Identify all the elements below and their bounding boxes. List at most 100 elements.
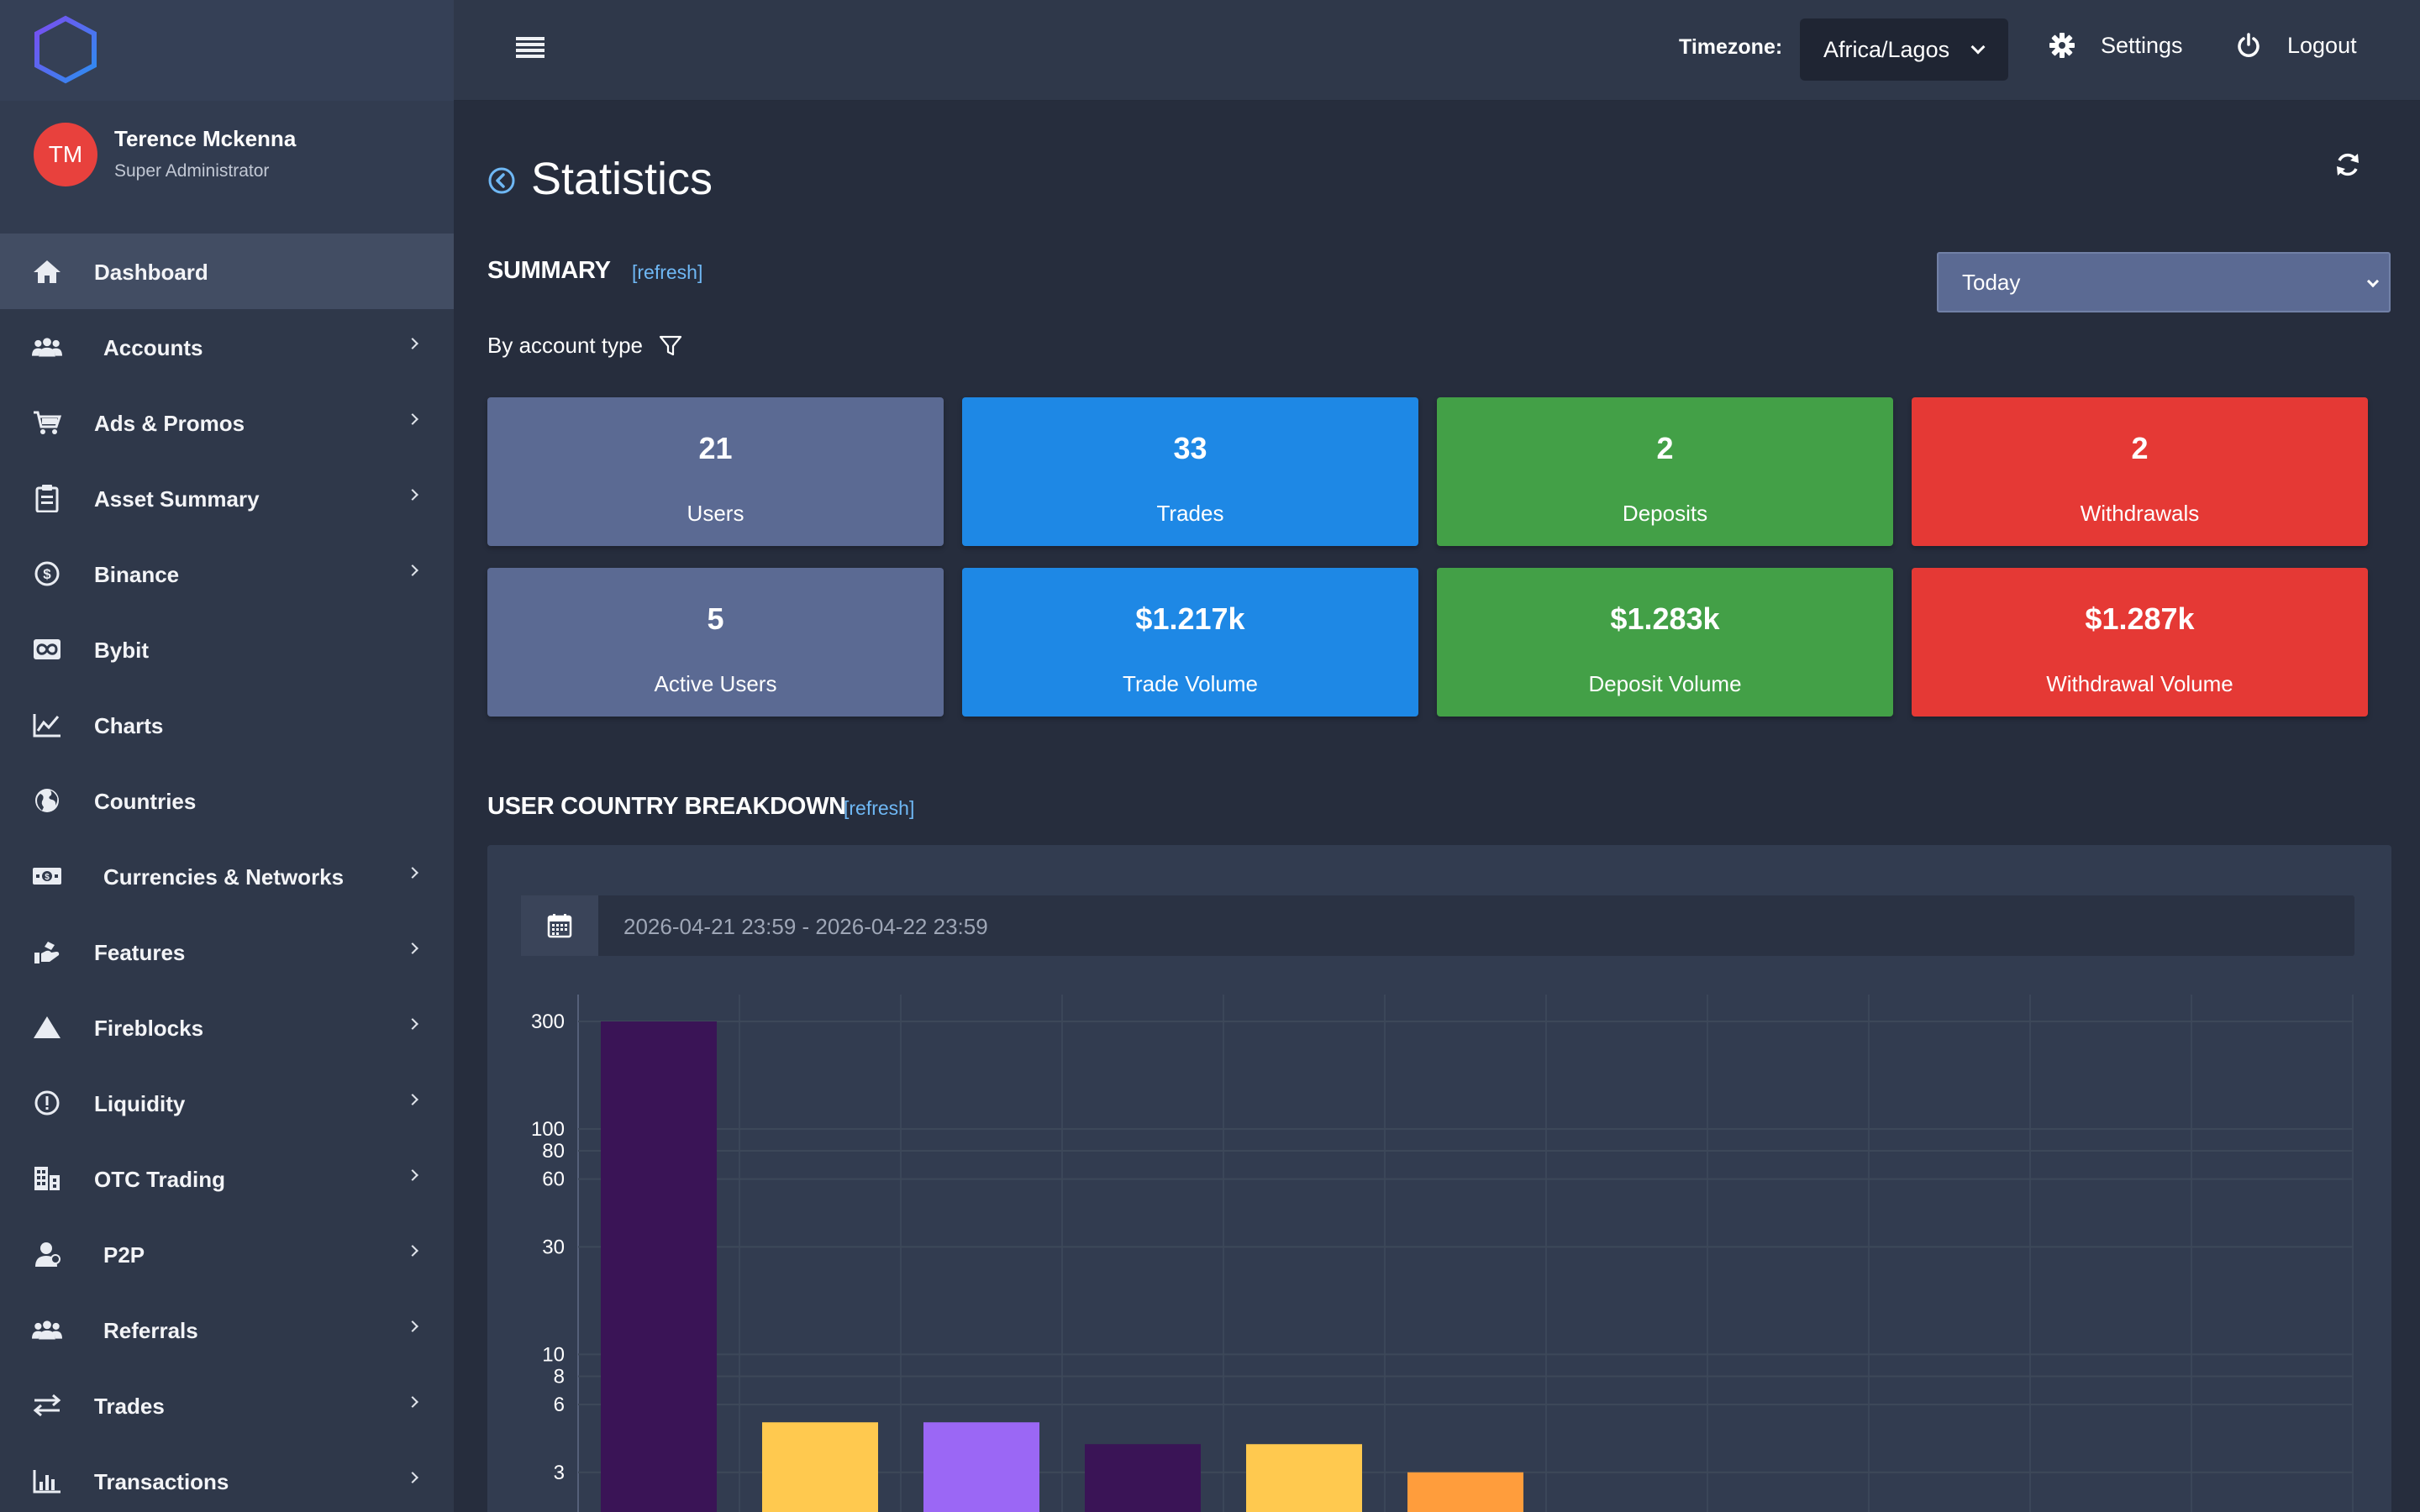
- sidebar-item-label: Liquidity: [94, 1091, 186, 1116]
- stat-card-trades[interactable]: 33 Trades: [962, 397, 1418, 546]
- cart-icon: [32, 409, 62, 436]
- summary-refresh-link[interactable]: [refresh]: [632, 261, 703, 283]
- stat-value: 2: [2131, 431, 2149, 465]
- sidebar-item-label: Bybit: [94, 638, 149, 663]
- clipboard-icon: [32, 485, 62, 512]
- page-title: Statistics: [531, 154, 713, 204]
- date-range-select[interactable]: Today: [1937, 252, 2391, 312]
- chevron-right-icon: [407, 867, 418, 879]
- triangle-icon: [32, 1014, 62, 1041]
- account-type-filter[interactable]: By account type: [487, 333, 683, 359]
- user-panel: TM Terence Mckenna Super Administrator: [0, 101, 454, 234]
- calendar-icon: [547, 914, 572, 938]
- sidebar-item-fireblocks[interactable]: Fireblocks: [0, 990, 454, 1065]
- y-tick-label: 8: [554, 1365, 565, 1388]
- y-tick-label: 60: [542, 1168, 565, 1191]
- sidebar-item-liquidity[interactable]: Liquidity: [0, 1065, 454, 1141]
- stat-value: $1.217k: [1135, 601, 1245, 636]
- filter-label: By account type: [487, 333, 643, 358]
- stat-card-deposit-volume[interactable]: $1.283k Deposit Volume: [1437, 568, 1893, 717]
- date-range-picker[interactable]: 2026-04-21 23:59 - 2026-04-22 23:59: [521, 895, 2354, 956]
- sidebar-item-label: Trades: [94, 1394, 165, 1419]
- svg-text:$: $: [45, 873, 50, 882]
- hand-icon: [32, 938, 62, 965]
- sidebar-nav: Dashboard Accounts Ads & Promos Asset Summa…: [0, 234, 454, 1512]
- timezone-select[interactable]: Africa/Lagos: [1800, 18, 2008, 81]
- sidebar-item-label: Fireblocks: [94, 1016, 204, 1041]
- swap-icon: [32, 1392, 62, 1419]
- stat-label: Users: [687, 501, 744, 526]
- sidebar-item-features[interactable]: Features: [0, 914, 454, 990]
- sidebar-item-label: OTC Trading: [94, 1167, 225, 1192]
- chevron-right-icon: [407, 1018, 418, 1030]
- users-icon: [32, 333, 62, 360]
- stat-card-active-users[interactable]: 5 Active Users: [487, 568, 944, 717]
- y-tick-label: 100: [531, 1118, 565, 1141]
- filter-icon: [659, 335, 682, 355]
- stat-value: $1.283k: [1610, 601, 1720, 636]
- y-tick-label: 6: [554, 1394, 565, 1416]
- sidebar-item-label: Ads & Promos: [94, 411, 245, 436]
- user-role: Super Administrator: [114, 161, 270, 181]
- hamburger-menu-icon[interactable]: [516, 37, 544, 62]
- sidebar-item-referrals[interactable]: Referrals: [0, 1292, 454, 1368]
- sidebar-item-charts[interactable]: Charts: [0, 687, 454, 763]
- bar: [923, 1422, 1039, 1512]
- power-icon: [2238, 33, 2260, 57]
- summary-title: SUMMARY: [487, 257, 611, 284]
- sidebar-item-label: Charts: [94, 713, 164, 738]
- sidebar-item-trades[interactable]: Trades: [0, 1368, 454, 1443]
- line-chart-icon: [32, 711, 62, 738]
- back-circle-icon[interactable]: [487, 166, 516, 195]
- stat-label: Deposits: [1622, 501, 1708, 526]
- y-tick-label: 30: [542, 1236, 565, 1258]
- stat-label: Withdrawals: [2080, 501, 2200, 526]
- timezone-label: Timezone:: [1679, 35, 1783, 59]
- hexagon-logo[interactable]: [32, 15, 99, 84]
- settings-button[interactable]: Settings: [2049, 32, 2183, 59]
- sidebar-item-label: Features: [94, 940, 186, 965]
- country-refresh-link[interactable]: [refresh]: [844, 797, 915, 819]
- chevron-right-icon: [407, 1245, 418, 1257]
- chevron-right-icon: [407, 413, 418, 425]
- stat-card-withdrawal-volume[interactable]: $1.287k Withdrawal Volume: [1912, 568, 2368, 717]
- chevron-down-icon: [2366, 275, 2380, 288]
- logout-label: Logout: [2287, 32, 2357, 58]
- sidebar-item-otc-trading[interactable]: OTC Trading: [0, 1141, 454, 1216]
- sidebar-item-ads-promos[interactable]: Ads & Promos: [0, 385, 454, 460]
- sidebar-logo-area: [0, 0, 454, 101]
- sidebar-item-accounts[interactable]: Accounts: [0, 309, 454, 385]
- avatar[interactable]: TM: [34, 123, 97, 186]
- gear-icon: [2049, 33, 2075, 58]
- stat-card-trade-volume[interactable]: $1.217k Trade Volume: [962, 568, 1418, 717]
- stat-label: Deposit Volume: [1588, 671, 1742, 696]
- refresh-icon[interactable]: [2333, 150, 2363, 180]
- stat-value: $1.287k: [2085, 601, 2195, 636]
- sidebar-item-label: Currencies & Networks: [103, 864, 345, 890]
- main-content: Statistics SUMMARY [refresh] Today By ac…: [454, 101, 2420, 1512]
- sidebar-item-label: Binance: [94, 562, 180, 587]
- y-tick-label: 300: [531, 1011, 565, 1033]
- sidebar-item-bybit[interactable]: Bybit: [0, 612, 454, 687]
- sidebar-item-asset-summary[interactable]: Asset Summary: [0, 460, 454, 536]
- stat-label: Withdrawal Volume: [2046, 671, 2233, 696]
- stat-card-users[interactable]: 21 Users: [487, 397, 944, 546]
- sidebar-item-countries[interactable]: Countries: [0, 763, 454, 838]
- chevron-right-icon: [407, 1169, 418, 1181]
- bar: [1246, 1444, 1362, 1512]
- stat-card-deposits[interactable]: 2 Deposits: [1437, 397, 1893, 546]
- logout-button[interactable]: Logout: [2235, 32, 2357, 59]
- sidebar-item-currencies-networks[interactable]: $ Currencies & Networks: [0, 838, 454, 914]
- calendar-button[interactable]: [521, 895, 598, 956]
- top-bar: Timezone: Africa/Lagos Settings: [454, 0, 2420, 101]
- sidebar-item-binance[interactable]: $ Binance: [0, 536, 454, 612]
- sidebar-item-label: Referrals: [103, 1318, 198, 1343]
- y-tick-label: 80: [542, 1140, 565, 1163]
- sidebar-item-p2p[interactable]: P2P: [0, 1216, 454, 1292]
- y-tick-label: 10: [542, 1343, 565, 1366]
- chevron-right-icon: [407, 1320, 418, 1332]
- sidebar-item-dashboard[interactable]: Dashboard: [0, 234, 454, 309]
- stat-card-withdrawals[interactable]: 2 Withdrawals: [1912, 397, 2368, 546]
- sidebar-item-transactions[interactable]: Transactions: [0, 1443, 454, 1512]
- settings-label: Settings: [2101, 32, 2183, 58]
